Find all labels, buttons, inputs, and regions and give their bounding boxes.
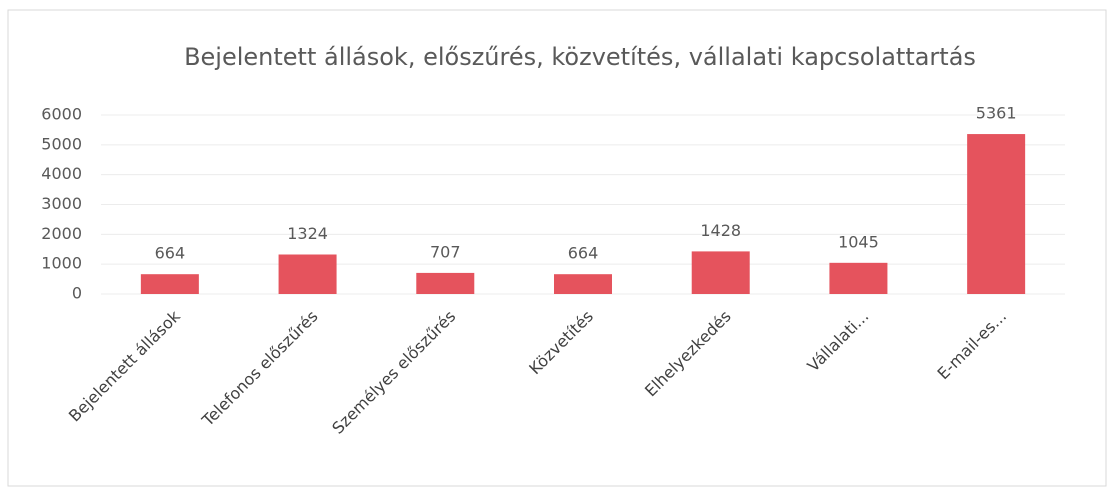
data-label: 1045 [838,232,879,251]
data-label: 1324 [287,224,328,243]
bar [416,272,475,294]
chart-title: Bejelentett állások, előszűrés, közvetít… [184,43,976,71]
bar [691,251,750,294]
chart-border [7,9,1107,487]
bar [278,254,337,294]
data-label: 664 [155,244,186,263]
bar [140,274,199,294]
data-label: 5361 [976,104,1017,123]
bar [554,274,612,294]
y-tick-label: 3000 [41,194,82,213]
data-label: 707 [430,242,461,261]
y-tick-label: 6000 [41,105,82,124]
y-tick-label: 1000 [41,254,82,273]
y-tick-label: 0 [72,284,82,303]
y-tick-label: 5000 [41,134,82,153]
bar [967,134,1026,294]
y-tick-label: 2000 [41,224,82,243]
y-tick-label: 4000 [41,164,82,183]
data-label: 664 [568,244,599,263]
data-label: 1428 [700,221,741,240]
bar [829,262,888,294]
